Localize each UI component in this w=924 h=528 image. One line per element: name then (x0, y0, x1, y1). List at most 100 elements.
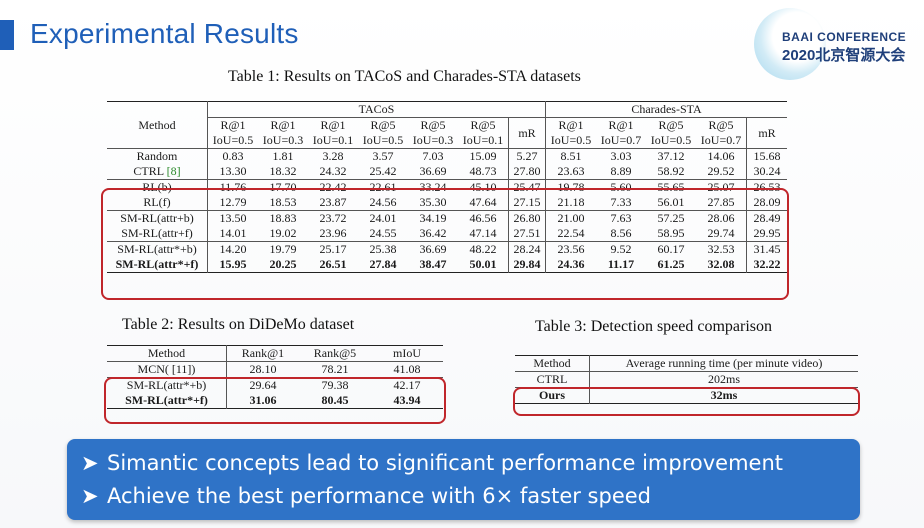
logo-text-bottom: 2020北京智源大会 (782, 47, 906, 64)
arrow-bullet-icon: ➤ (81, 484, 99, 508)
table1-tacos-value: 46.56 (469, 211, 497, 225)
table1-tacos-col-r: R@1 (270, 118, 296, 132)
table1-charades-col-iou: IoU=0.5 (550, 133, 592, 147)
table1-charades-value: 3.03 (610, 149, 632, 163)
table1-method-text: Random (136, 149, 178, 163)
bullet-2: ➤ Achieve the best performance with 6× fa… (81, 484, 651, 508)
table1-charades-value: 21.18 (557, 195, 585, 209)
table1-tacos-value: 47.14 (469, 226, 497, 240)
table1-tacos-value: 1.81 (272, 149, 294, 163)
table1-tacos-value: 13.30 (219, 164, 247, 178)
table1-tacos-mr-value: 27.51 (508, 226, 546, 242)
table2-header-rank1: Rank@1 (226, 345, 299, 362)
table2: Method Rank@1 Rank@5 mIoU MCN( [11]) 28.1… (107, 345, 443, 409)
table1-tacos-value: 19.79 (269, 242, 297, 256)
table2-value-cell: 43.94 (393, 393, 421, 407)
table1-method-text: SM-RL(attr+b) (120, 211, 194, 225)
table1-tacos-value: 18.53 (269, 195, 297, 209)
table1-row: SM-RL(attr+b) 13.50 18.83 23.72 24.01 34.19 46… (107, 210, 787, 226)
table1-method-cell: RL(b) (107, 179, 208, 195)
table1-charades-value: 19.78 (557, 180, 585, 194)
table1-tacos-mr-value: 26.80 (508, 210, 546, 226)
table1-charades-value: 60.17 (657, 242, 685, 256)
table1-charades-value: 25.07 (707, 180, 735, 194)
table1-caption: Table 1: Results on TACoS and Charades-S… (228, 68, 581, 85)
table1-method-text: RL(f) (143, 195, 171, 209)
table1-method-cite: [8] (166, 164, 181, 178)
table1-tacos-value: 12.79 (219, 195, 247, 209)
bullet-1: ➤ Simantic concepts lead to significant p… (81, 451, 783, 475)
table1-charades-mr-value: 26.53 (746, 179, 787, 195)
table1-method-cell: RL(f) (107, 195, 208, 211)
table1-tacos-value: 15.09 (469, 149, 497, 163)
table1-charades-mr-value: 28.09 (746, 195, 787, 211)
table1-tacos-value: 23.72 (319, 211, 347, 225)
table1-tacos-col-iou: IoU=0.5 (362, 133, 404, 147)
table1-charades-col-iou: IoU=0.5 (650, 133, 692, 147)
table1-tacos-value: 25.42 (369, 164, 397, 178)
table2-value-cell: 28.10 (226, 361, 299, 378)
logo-text-top: BAAI CONFERENCE (782, 30, 907, 44)
table1-tacos-value: 15.95 (219, 257, 247, 271)
table1-tacos-value: 7.03 (422, 149, 444, 163)
table1-tacos-value: 34.19 (419, 211, 447, 225)
table1-charades-value: 57.25 (657, 211, 685, 225)
table1-tacos-value: 25.17 (319, 242, 347, 256)
table3-header-time: Average running time (per minute video) (625, 356, 823, 370)
table1-charades-col-r: R@5 (658, 118, 684, 132)
table1-tacos-header: TACoS (207, 101, 546, 118)
table1-tacos-value: 24.01 (369, 211, 397, 225)
table2-header-method: Method (147, 346, 186, 360)
table1-tacos-col-iou: IoU=0.1 (312, 133, 354, 147)
table1-tacos-col-r: R@5 (370, 118, 396, 132)
slide-title: Experimental Results (30, 18, 299, 49)
table1-charades-value: 11.17 (607, 257, 635, 271)
table1-charades-value: 24.36 (557, 257, 585, 271)
table1-charades-value: 58.95 (657, 226, 685, 240)
title-accent-bar (0, 20, 14, 50)
table1-charades-mr-header: mR (746, 117, 787, 149)
table1-row: RL(b) 11.76 17.70 22.42 22.61 33.24 45.10 25.47… (107, 179, 787, 195)
logo-circle-icon (754, 8, 826, 80)
table1-method-header: Method (107, 101, 208, 149)
table1-charades-value: 32.53 (707, 242, 735, 256)
table1-tacos-value: 22.42 (319, 180, 347, 194)
table1-method-cell: CTRL [8] (107, 164, 208, 180)
table1-charades-col-iou: IoU=0.7 (700, 133, 742, 147)
table1-charades-value: 27.85 (707, 195, 735, 209)
table1-tacos-value: 48.22 (469, 242, 497, 256)
table1-charades-mr-value: 32.22 (746, 257, 787, 273)
table1-tacos-value: 24.32 (319, 164, 347, 178)
table1-row: SM-RL(attr*+b) 14.20 19.79 25.17 25.38 36.69 4… (107, 241, 787, 257)
table1-tacos-value: 18.83 (269, 211, 297, 225)
table1-tacos-value: 36.42 (419, 226, 447, 240)
table1-tacos-value: 35.30 (419, 195, 447, 209)
table2-value-cell: 79.38 (321, 378, 349, 392)
table1-tacos-value: 36.69 (419, 242, 447, 256)
table1-tacos-col-r: R@1 (320, 118, 346, 132)
table1-method-text: SM-RL(attr+f) (121, 226, 193, 240)
table1-tacos-value: 11.76 (219, 180, 247, 194)
table1-tacos-value: 48.73 (469, 164, 497, 178)
table1-tacos-mr-value: 5.27 (508, 148, 546, 164)
table1-charades-col-r: R@5 (708, 118, 734, 132)
table1-charades-header: Charades-STA (545, 101, 787, 118)
table1-tacos-value: 14.20 (219, 242, 247, 256)
table1-charades-value: 14.06 (707, 149, 735, 163)
table2-method-cell: SM-RL(attr*+f) (125, 393, 208, 407)
arrow-bullet-icon: ➤ (81, 451, 99, 475)
table1-tacos-value: 24.56 (369, 195, 397, 209)
table1-charades-mr-value: 30.24 (746, 164, 787, 180)
table2-value-cell: 80.45 (321, 393, 349, 407)
table1-charades-value: 7.63 (610, 211, 632, 225)
conclusion-banner: ➤ Simantic concepts lead to significant p… (67, 439, 860, 520)
table2-value-cell: 78.21 (321, 362, 349, 376)
table1-tacos-value: 19.02 (269, 226, 297, 240)
table1-charades-value: 37.12 (657, 149, 685, 163)
table1-charades-value: 29.52 (707, 164, 735, 178)
table1-tacos-value: 26.51 (319, 257, 347, 271)
table1-charades-mr-value: 29.95 (746, 226, 787, 242)
table3-time-cell: 202ms (707, 372, 740, 386)
table1-tacos-col-iou: IoU=0.3 (412, 133, 454, 147)
table2-header-miou: mIoU (393, 346, 421, 360)
